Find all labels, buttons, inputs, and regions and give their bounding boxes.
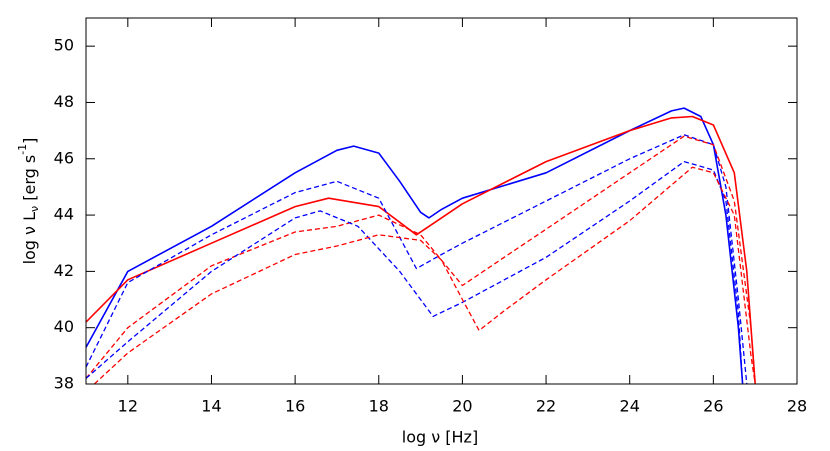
y-label-part: ] xyxy=(20,138,39,144)
y-tick-label: 42 xyxy=(54,261,74,280)
y-label-sub: ν xyxy=(28,206,41,212)
x-tick-label: 12 xyxy=(118,397,138,416)
y-tick-label: 48 xyxy=(54,92,74,111)
series-line xyxy=(86,160,744,384)
x-tick-label: 24 xyxy=(620,397,640,416)
y-label-part: [erg s xyxy=(20,155,39,206)
x-tick-label: 18 xyxy=(369,397,389,416)
series-line xyxy=(86,135,756,384)
x-tick-label: 26 xyxy=(703,397,723,416)
y-label-part: log ν L xyxy=(20,212,39,265)
y-tick-label: 38 xyxy=(54,374,74,393)
x-tick-label: 22 xyxy=(536,397,556,416)
x-tick-label: 14 xyxy=(201,397,221,416)
y-label-sup: -1 xyxy=(16,144,29,155)
y-tick-label: 40 xyxy=(54,317,74,336)
y-tick-label: 44 xyxy=(54,205,74,224)
y-axis-label: log ν Lν [erg s-1] xyxy=(16,138,41,265)
series-line xyxy=(93,166,756,384)
y-tick-label: 46 xyxy=(54,148,74,167)
series-line xyxy=(86,107,744,384)
x-tick-label: 20 xyxy=(452,397,472,416)
y-tick-label: 50 xyxy=(54,36,74,55)
plot-frame xyxy=(85,17,798,385)
x-tick-label: 28 xyxy=(787,397,807,416)
x-axis-label: log ν [Hz] xyxy=(402,428,478,447)
x-tick-label: 16 xyxy=(285,397,305,416)
series-line xyxy=(86,115,756,384)
series-line xyxy=(86,134,748,384)
